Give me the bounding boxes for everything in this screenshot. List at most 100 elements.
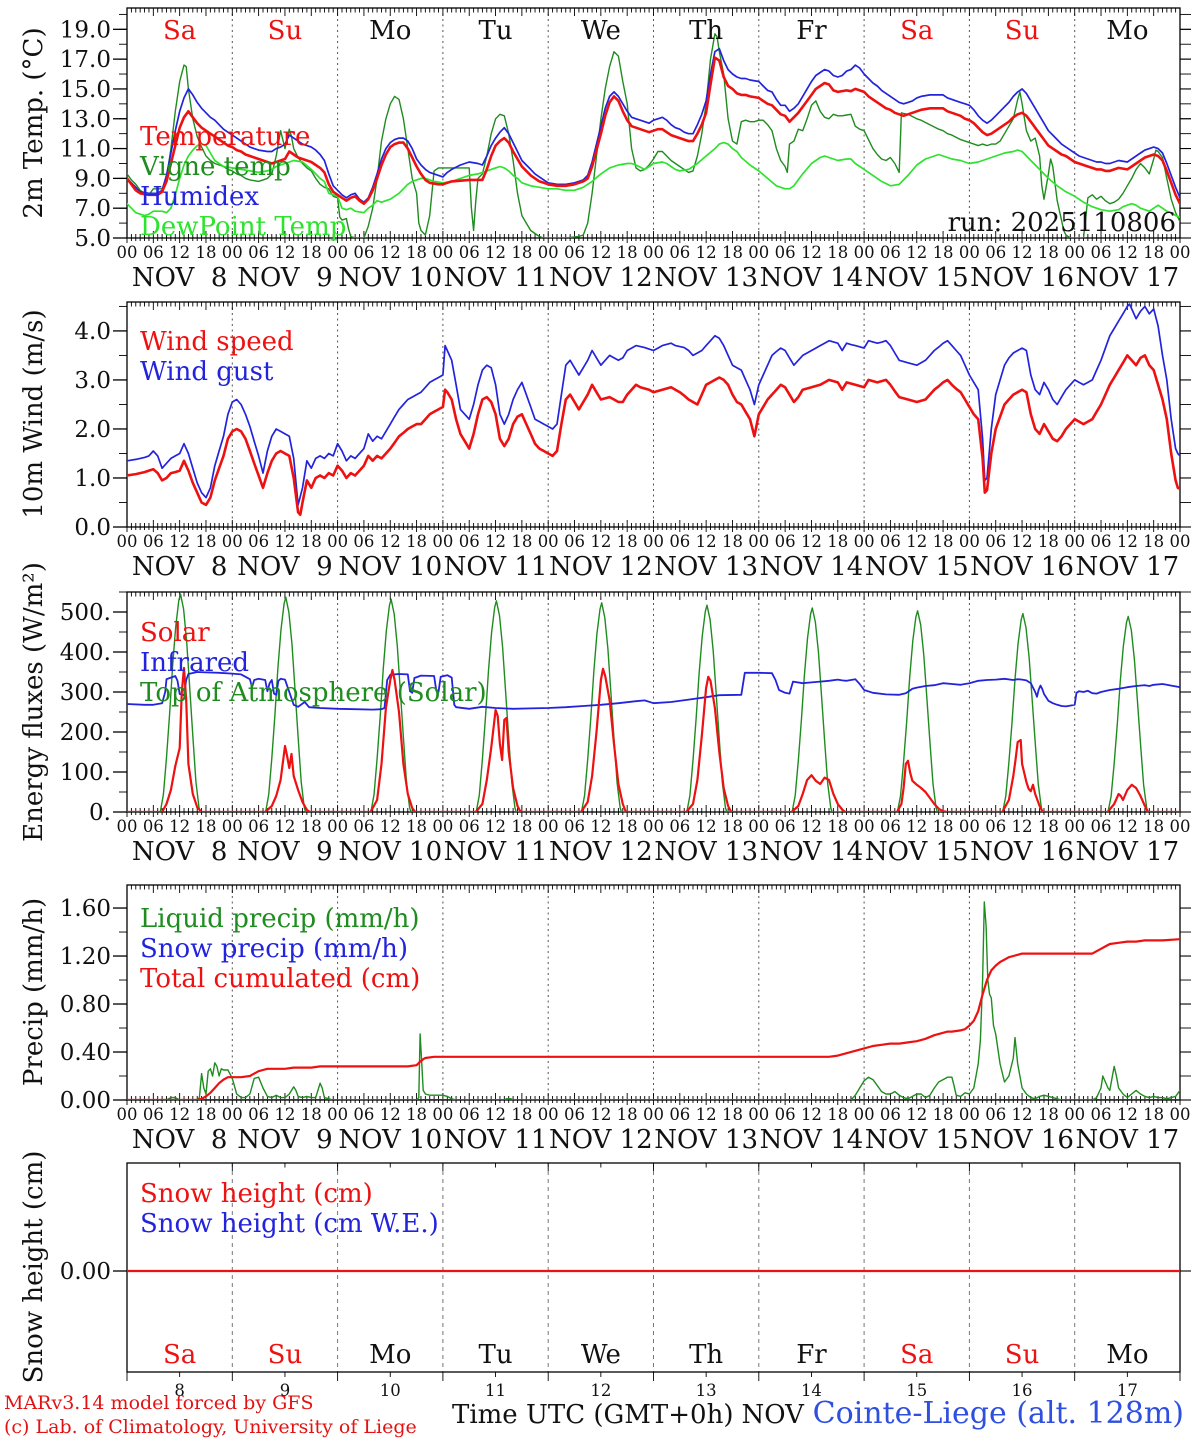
x-hour-label: 00 <box>117 243 138 262</box>
x-hour-label: 06 <box>564 1105 585 1124</box>
legend-item: Top of Atmosphere (Solar) <box>140 678 487 708</box>
x-day-label: NOV 11 <box>444 837 548 867</box>
weekday-label: Sa <box>163 16 196 46</box>
x-hour-label: 18 <box>722 532 743 551</box>
x-day-label: NOV 14 <box>760 552 864 582</box>
y-tick-label: 7.0 <box>74 196 111 222</box>
weekday-label: Sa <box>900 1340 933 1370</box>
x-day-number: 12 <box>590 1381 611 1400</box>
x-day-label: NOV 12 <box>549 552 653 582</box>
legend-item: Vigne temp <box>140 152 291 182</box>
x-hour-label: 06 <box>1091 817 1112 836</box>
panel-border <box>126 1162 1181 1373</box>
x-hour-label: 06 <box>775 817 796 836</box>
x-hour-label: 00 <box>1064 532 1085 551</box>
x-hour-label: 00 <box>748 243 769 262</box>
legend-item: Wind gust <box>140 357 274 387</box>
x-hour-label: 06 <box>353 817 374 836</box>
x-hour-label: 00 <box>854 243 875 262</box>
x-hour-label: 06 <box>880 243 901 262</box>
x-hour-label: 12 <box>696 243 717 262</box>
x-hour-label: 12 <box>274 243 295 262</box>
x-hour-label: 12 <box>590 1105 611 1124</box>
x-hour-label: 12 <box>906 1105 927 1124</box>
legend-item: DewPoint Temp <box>140 212 347 242</box>
x-hour-label: 00 <box>538 1105 559 1124</box>
x-hour-label: 00 <box>643 817 664 836</box>
x-hour-label: 00 <box>1064 817 1085 836</box>
x-day-label: NOV 13 <box>654 1125 758 1155</box>
x-hour-label: 00 <box>1064 243 1085 262</box>
station-label: Cointe-Liege (alt. 128m) <box>812 1396 1184 1431</box>
weekday-label: We <box>581 16 621 46</box>
x-hour-label: 06 <box>248 243 269 262</box>
x-hour-label: 12 <box>380 817 401 836</box>
x-hour-label: 12 <box>169 1105 190 1124</box>
legend-item: Snow height (cm W.E.) <box>140 1209 439 1239</box>
x-hour-label: 00 <box>748 817 769 836</box>
x-day-number: 11 <box>485 1381 506 1400</box>
x-hour-label: 06 <box>985 1105 1006 1124</box>
x-hour-label: 00 <box>222 243 243 262</box>
x-hour-label: 18 <box>722 1105 743 1124</box>
x-hour-label: 00 <box>643 1105 664 1124</box>
x-hour-label: 18 <box>406 817 427 836</box>
x-day-label: NOV 9 <box>237 552 332 582</box>
x-day-number: 10 <box>380 1381 401 1400</box>
legend-item: Humidex <box>140 182 260 212</box>
x-day-label: NOV 8 <box>132 263 227 293</box>
x-hour-label: 12 <box>906 817 927 836</box>
x-hour-label: 00 <box>748 1105 769 1124</box>
y-tick-label: 19.0 <box>60 17 111 43</box>
x-hour-label: 00 <box>327 243 348 262</box>
weekday-label: Th <box>689 1340 723 1370</box>
x-hour-label: 00 <box>432 1105 453 1124</box>
x-hour-label: 18 <box>511 243 532 262</box>
x-hour-label: 12 <box>1012 532 1033 551</box>
x-hour-label: 06 <box>985 817 1006 836</box>
y-axis-title-energy: Energy fluxes (W/m²) <box>19 562 49 842</box>
x-hour-label: 00 <box>1170 243 1191 262</box>
y-tick-label: 0.0 <box>74 515 111 541</box>
x-day-label: NOV 17 <box>1075 1125 1179 1155</box>
x-hour-label: 12 <box>801 1105 822 1124</box>
x-day-label: NOV 9 <box>237 837 332 867</box>
x-hour-label: 18 <box>1038 1105 1059 1124</box>
x-hour-label: 00 <box>854 817 875 836</box>
series-dewpoint-temp-line <box>127 141 1180 218</box>
x-hour-label: 12 <box>274 1105 295 1124</box>
x-day-label: NOV 16 <box>970 837 1074 867</box>
y-tick-label: 0.80 <box>60 992 111 1018</box>
x-hour-label: 18 <box>511 1105 532 1124</box>
y-tick-label: 15.0 <box>60 77 111 103</box>
y-axis-title-wind: 10m Wind (m/s) <box>19 309 49 519</box>
x-hour-label: 18 <box>195 817 216 836</box>
y-axis-title-precip: Precip (mm/h) <box>19 897 49 1087</box>
weekday-label: Tu <box>479 16 513 46</box>
weekday-label: Su <box>268 1340 303 1370</box>
legend-item: Snow precip (mm/h) <box>140 934 409 964</box>
x-hour-label: 12 <box>590 532 611 551</box>
footer-copyright-line: (c) Lab. of Climatology, University of L… <box>4 1416 417 1438</box>
x-hour-label: 12 <box>906 532 927 551</box>
legend-item: Wind speed <box>140 327 294 357</box>
y-tick-label: 17.0 <box>60 47 111 73</box>
x-hour-label: 06 <box>985 532 1006 551</box>
x-day-label: NOV 9 <box>237 263 332 293</box>
x-hour-label: 18 <box>1038 532 1059 551</box>
x-hour-label: 06 <box>459 817 480 836</box>
y-tick-label: 300. <box>60 680 111 706</box>
x-hour-label: 18 <box>933 1105 954 1124</box>
x-day-label: NOV 13 <box>654 837 758 867</box>
x-hour-label: 00 <box>959 817 980 836</box>
time-utc-label: Time UTC (GMT+0h) <box>452 1400 734 1430</box>
x-hour-label: 12 <box>485 817 506 836</box>
x-hour-label: 06 <box>669 243 690 262</box>
x-hour-label: 06 <box>775 1105 796 1124</box>
panel-temperature-plot: 5.07.09.011.013.015.017.019.000 06 12 18NOV… <box>60 7 1191 293</box>
x-hour-label: 00 <box>643 532 664 551</box>
x-day-number: 14 <box>801 1381 822 1400</box>
y-tick-label: 2.0 <box>74 417 111 443</box>
